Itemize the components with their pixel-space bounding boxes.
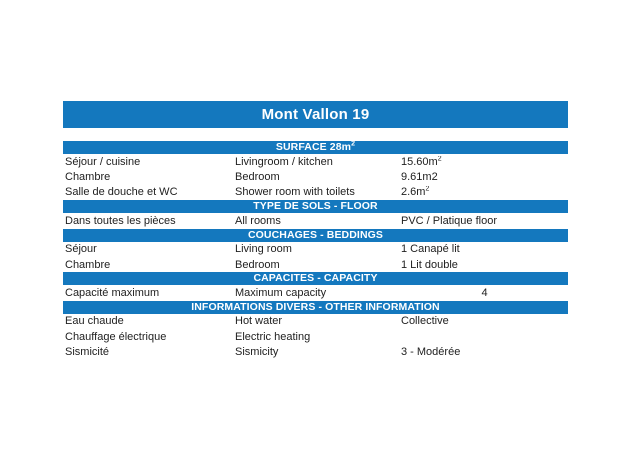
label-fr: Chauffage électrique [65, 330, 167, 343]
row-value: 1 Lit double [401, 259, 568, 271]
label-en: Maximum capacity [235, 287, 327, 300]
section-header-floor: TYPE DE SOLS - FLOOR [63, 200, 568, 214]
row-value-superscript: 2 [425, 186, 430, 193]
label-fr: Capacité maximum [65, 287, 160, 300]
row-value: Collective [401, 315, 568, 327]
section-header-beddings: COUCHAGES - BEDDINGS [63, 228, 568, 242]
page-title: Mont Vallon 19 [63, 101, 568, 128]
table-row: Chauffage électrique Electric heating [63, 329, 568, 344]
label-fr: Sismicité [65, 346, 110, 359]
section-header-label: INFORMATIONS DIVERS - OTHER INFORMATION [191, 300, 440, 313]
table-row: Salle de douche et WC Shower room with t… [63, 185, 568, 200]
table-row: Capacité maximum Maximum capacity 4 [63, 285, 568, 300]
row-value: 15.60m2 [401, 156, 568, 168]
label-en: Bedroom [235, 171, 280, 184]
section-header-capacity: CAPACITES - CAPACITY [63, 272, 568, 286]
table-row: Eau chaude Hot water Collective [63, 314, 568, 329]
row-value: 2.6m2 [401, 186, 568, 198]
row-value-text: 1 Canapé lit [401, 243, 460, 256]
row-value-text: 2.6m [401, 186, 426, 199]
row-value-text: 15.60m [401, 155, 438, 168]
table-row: Dans toutes les pièces All rooms PVC / P… [63, 213, 568, 228]
row-value: 9.61m2 [401, 171, 568, 183]
label-fr: Chambre [65, 171, 111, 184]
table-row: Chambre Bedroom 1 Lit double [63, 257, 568, 272]
table-row: Séjour Living room 1 Canapé lit [63, 242, 568, 257]
property-sheet: Mont Vallon 19 SURFACE 28m2 Séjour / cui… [63, 101, 568, 360]
row-value-text: 3 - Modérée [401, 346, 461, 359]
title-divider [63, 128, 568, 141]
label-en: Livingroom / kitchen [235, 155, 333, 168]
label-fr: Chambre [65, 258, 111, 271]
row-value: 3 - Modérée [401, 346, 568, 358]
label-en: Sismicity [235, 346, 279, 359]
label-en: All rooms [235, 214, 281, 227]
table-row: Sismicité Sismicity 3 - Modérée [63, 345, 568, 360]
label-fr: Séjour [65, 243, 97, 256]
row-value-text: 9.61m2 [401, 171, 438, 184]
section-header-superscript: 2 [351, 140, 356, 148]
label-fr: Dans toutes les pièces [65, 214, 176, 227]
label-fr: Séjour / cuisine [65, 155, 141, 168]
label-en: Electric heating [235, 330, 311, 343]
row-value-text: Collective [401, 315, 449, 328]
page-title-text: Mont Vallon 19 [261, 106, 370, 123]
label-en: Shower room with toilets [235, 186, 355, 199]
label-en: Living room [235, 243, 292, 256]
section-header-label: CAPACITES - CAPACITY [253, 272, 378, 285]
label-en: Bedroom [235, 258, 280, 271]
section-header-label: TYPE DE SOLS - FLOOR [253, 200, 378, 213]
row-value: 4 [401, 287, 568, 299]
table-row: Chambre Bedroom 9.61m2 [63, 169, 568, 184]
row-value-text: 4 [481, 287, 488, 300]
label-fr: Eau chaude [65, 315, 124, 328]
row-value: 1 Canapé lit [401, 243, 568, 255]
row-value: PVC / Platique floor [401, 215, 568, 227]
section-header-label: SURFACE 28m [275, 141, 352, 153]
label-en: Hot water [235, 315, 283, 328]
row-value-text: PVC / Platique floor [401, 214, 497, 227]
label-fr: Salle de douche et WC [65, 186, 178, 199]
row-value-text: 1 Lit double [401, 258, 458, 271]
section-header-surface: SURFACE 28m2 [63, 141, 568, 154]
row-value-superscript: 2 [437, 155, 442, 163]
table-row: Séjour / cuisine Livingroom / kitchen 15… [63, 154, 568, 169]
section-header-label: COUCHAGES - BEDDINGS [247, 228, 383, 241]
section-header-other-information: INFORMATIONS DIVERS - OTHER INFORMATION [63, 300, 568, 314]
